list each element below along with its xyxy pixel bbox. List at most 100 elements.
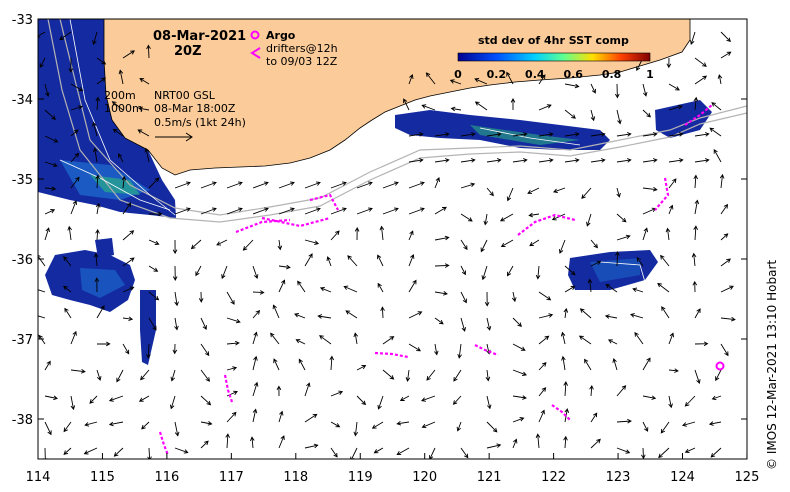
current-vector [70,200,78,215]
current-vector [616,213,627,223]
current-vector [252,381,259,397]
current-vector [226,317,241,324]
current-vector [148,239,160,246]
current-vector [538,104,552,111]
current-vector [63,421,72,433]
current-vector [719,173,725,189]
current-vector [434,235,450,241]
current-vector [172,343,178,355]
current-vector [356,365,367,371]
current-vector [174,291,179,307]
current-vector [95,96,101,111]
current-vector [694,199,700,215]
current-vector [148,317,157,331]
current-vector [658,447,670,459]
current-vector [113,447,124,457]
current-vector [561,355,566,371]
current-vector [512,395,527,400]
current-vector [452,395,462,405]
sst-patch-ne [655,100,712,138]
current-vector [512,369,527,376]
current-vector [612,357,618,371]
current-vector [59,31,72,41]
current-vector [377,395,384,410]
current-vector [607,339,618,345]
current-vector [538,409,545,423]
lon-tick-label: 118 [283,470,308,485]
lat-tick-label: -33 [12,13,33,28]
current-vector [604,314,618,319]
current-vector [630,313,644,319]
argo-legend-icon [250,30,260,40]
colorbar-tick-label: 0.8 [602,68,622,81]
current-vector [403,98,410,111]
current-vector [270,332,280,345]
current-vector [720,203,729,215]
current-vector [460,213,473,222]
current-vector [93,252,99,267]
lat-tick-label: -35 [12,173,33,188]
argo-legend-label: Argo [266,29,296,42]
current-vector [408,74,414,85]
current-vector [538,313,554,319]
colorbar-tick-label: 0.2 [487,68,507,81]
current-vector [711,102,722,111]
drifter-track [223,374,234,403]
current-vector [371,421,384,429]
current-vector [122,202,132,215]
current-vector [249,436,255,449]
current-vector [278,435,285,449]
current-vector [70,83,84,92]
current-vector [226,207,243,215]
current-vector [668,395,673,409]
current-vector [39,57,46,69]
colorbar-tick-label: 0.4 [525,68,545,81]
current-vector [345,310,358,319]
current-vector [146,44,151,59]
current-vector [43,447,48,459]
current-vector [408,343,421,352]
current-vector [590,83,596,94]
current-vector [70,152,80,163]
current-vector [512,158,528,163]
current-vector [529,239,540,247]
current-vector [198,291,204,303]
current-vector [538,335,550,345]
drifter-legend-label: drifters@12h [266,42,338,55]
current-vector [317,314,332,319]
current-vector [138,106,150,112]
current-vector [169,395,176,410]
current-vector [642,186,658,192]
current-vector [660,421,670,434]
current-vector [456,421,462,432]
current-vector [408,181,425,189]
current-vector [63,285,72,293]
current-vector [615,83,620,99]
lat-tick-label: -37 [12,333,33,348]
current-vector [382,369,395,380]
current-vector [720,51,732,59]
current-vector [507,265,514,277]
current-vector [408,230,414,241]
current-vector [421,104,436,111]
current-vector [174,447,189,454]
current-vector [121,175,127,189]
current-vector [122,343,130,355]
current-vector [70,369,86,374]
current-vector [304,253,313,267]
current-vector [616,418,632,424]
current-vector [460,317,467,332]
current-vector [564,132,580,137]
drifter-track [261,216,331,228]
current-vector [89,395,98,404]
current-vector [450,106,462,112]
current-vector [421,395,436,402]
current-vector [122,316,134,322]
current-vector [396,447,410,456]
current-vector [668,204,674,215]
current-vector [668,104,683,111]
current-vector [693,96,699,111]
current-vector [457,343,462,359]
lat-tick-label: -36 [12,253,33,268]
sst-patch-west-hot [90,175,140,195]
